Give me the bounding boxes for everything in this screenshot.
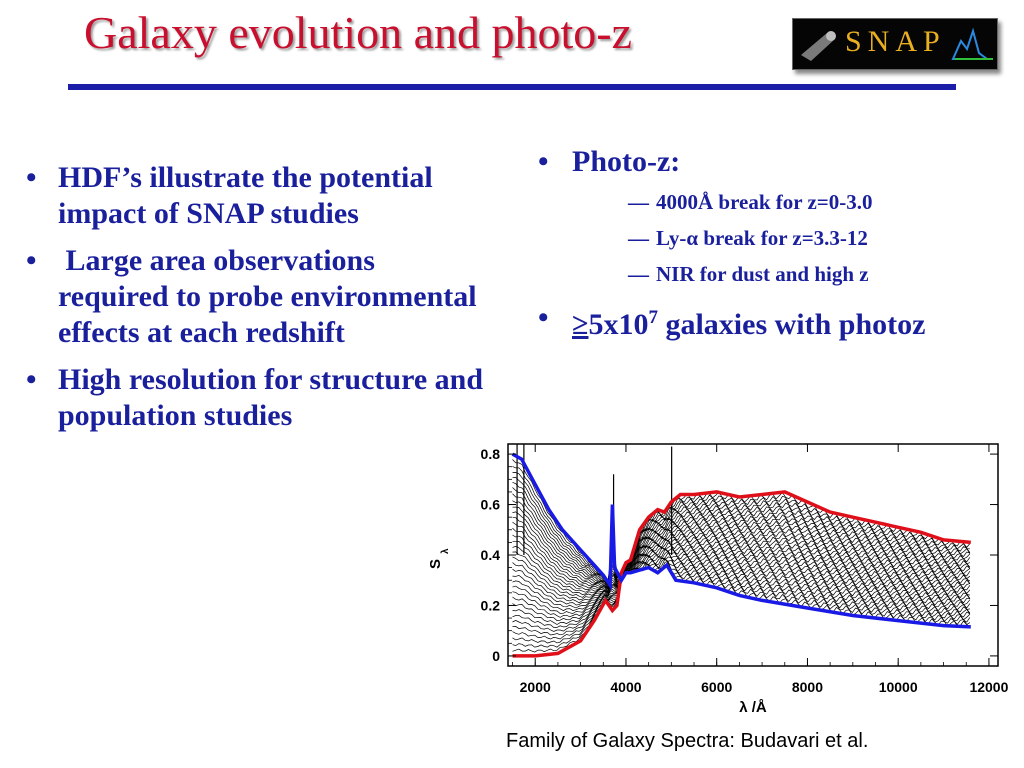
bullet-text: HDF’s illustrate the potential impact of… (58, 161, 433, 230)
x-axis-label: λ /Å (739, 699, 767, 716)
x-tick-label: 6000 (701, 679, 732, 695)
galaxy-count-base: 5x10 (588, 308, 649, 341)
dash-marker: — (628, 262, 649, 286)
family-spectrum-line (512, 516, 970, 604)
family-spectrum-line (512, 534, 970, 596)
spectra-family (512, 444, 971, 653)
y-tick-label: 0.4 (481, 547, 501, 563)
sub-item: — Ly-α break for z=3.3-12 (572, 220, 994, 256)
family-spectrum-line (512, 466, 971, 625)
sub-item: — NIR for dust and high z (572, 256, 994, 292)
family-spectrum-line (512, 500, 970, 611)
logo-text: SNAP (845, 25, 946, 58)
bullet-marker: • (538, 145, 549, 178)
family-spectrum-line (512, 520, 971, 612)
y-axis-label: S (427, 559, 444, 569)
family-spectrum-line (512, 535, 971, 595)
dash-marker: — (628, 226, 649, 250)
red-spectrum-line (512, 490, 971, 658)
bullet-item-galaxies: • ≥5x107 galaxies with photoz (534, 300, 994, 343)
bullet-item-photoz: • Photo-z: — 4000Å break for z=0-3.0 — L… (534, 144, 994, 292)
galaxy-count-exponent: 7 (648, 307, 658, 328)
family-spectrum-line (512, 481, 971, 618)
x-tick-label: 10000 (879, 679, 918, 695)
family-spectrum-line (512, 528, 971, 604)
bullet-marker: • (538, 301, 549, 334)
galaxy-spectra-chart: 2000 4000 6000 8000 10000 1200000.20.40.60.8 … (427, 443, 1009, 716)
sub-item: — 4000Å break for z=0-3.0 (572, 184, 994, 220)
sub-item-prefix: Ly- (656, 226, 687, 250)
bullet-item: • High resolution for structure and popu… (22, 362, 492, 434)
family-spectrum-line (512, 518, 971, 614)
bullet-marker: • (26, 244, 37, 277)
bullet-marker: • (26, 363, 37, 396)
snap-logo: SNAP (792, 18, 998, 70)
x-tick-label: 4000 (610, 679, 641, 695)
family-spectrum-line (512, 513, 971, 621)
y-tick-label: 0.6 (481, 497, 501, 513)
x-tick-label: 8000 (792, 679, 823, 695)
bullet-text: High resolution for structure and popula… (58, 363, 484, 432)
sub-item-text: break for z=3.3-12 (698, 226, 868, 250)
geq-symbol: ≥ (572, 308, 589, 341)
chart-axes: 2000 4000 6000 8000 10000 12000 0 0.2 0.4 0.6 0.8 (481, 444, 1009, 695)
family-spectrum-line (512, 502, 971, 636)
family-spectrum-line (512, 493, 971, 614)
sub-item-text: NIR for dust and high z (656, 262, 869, 286)
x-tick-label: 2000 (520, 679, 551, 695)
bullet-text: Large area observations required to prob… (58, 244, 485, 349)
x-tick-label: 12000 (969, 679, 1008, 695)
slide-title: Galaxy evolution and photo-z (84, 7, 633, 58)
family-spectrum-line (512, 477, 971, 621)
bullet-item: • Large area observations required to pr… (22, 243, 492, 351)
family-spectrum-line (512, 510, 971, 625)
dash-marker: — (628, 190, 649, 214)
bullet-marker: • (26, 161, 37, 194)
right-bullet-list: • Photo-z: — 4000Å break for z=0-3.0 — L… (534, 144, 994, 343)
sub-item-text: 4000Å break for z=0-3.0 (656, 190, 873, 214)
y-tick-label: 0.8 (481, 446, 501, 462)
family-spectrum-line (512, 532, 971, 598)
y-tick-label: 0 (492, 648, 500, 664)
family-spectrum-line (512, 505, 971, 632)
left-bullet-list: • HDF’s illustrate the potential impact … (22, 160, 492, 445)
galaxies-text: galaxies with photoz (657, 308, 926, 341)
y-tick-label: 0.2 (481, 597, 501, 613)
family-spectrum-line (512, 537, 971, 594)
bullet-item: • HDF’s illustrate the potential impact … (22, 160, 492, 232)
highlighted-spectra (511, 452, 971, 658)
alpha-symbol: α (686, 226, 699, 250)
blue-spectrum-line (511, 452, 971, 629)
family-spectrum-line (512, 511, 971, 606)
title-underline (68, 84, 956, 90)
telescope-icon (801, 27, 993, 61)
chart-caption: Family of Galaxy Spectra: Budavari et al… (506, 730, 869, 752)
photoz-label: Photo-z: (572, 145, 681, 178)
photoz-sub-list: — 4000Å break for z=0-3.0 — Ly-α break f… (572, 184, 994, 292)
y-axis-label-subscript: λ (440, 548, 451, 554)
